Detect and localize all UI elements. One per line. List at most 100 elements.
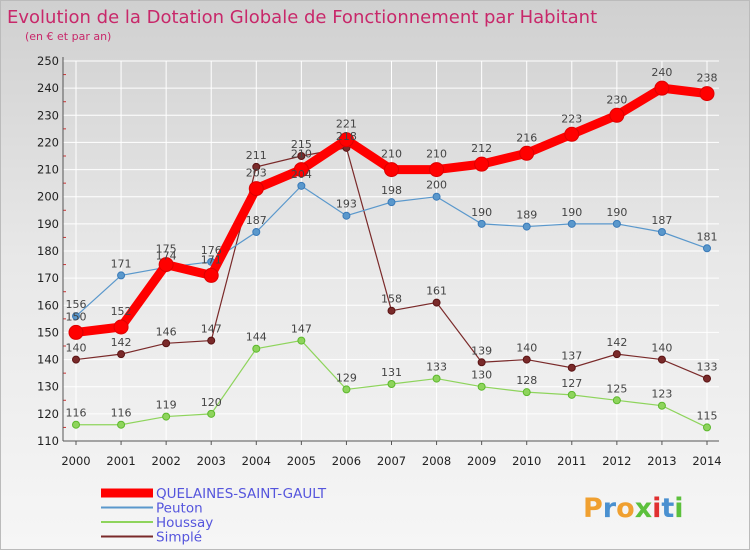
data-label: 190 — [561, 206, 582, 219]
data-point — [72, 312, 80, 321]
data-label: 198 — [381, 184, 402, 197]
legend-label: QUELAINES-SAINT-GAULT — [156, 486, 327, 502]
data-point — [72, 420, 80, 429]
data-label: 150 — [66, 310, 87, 323]
data-point — [567, 219, 576, 228]
data-label: 140 — [516, 342, 537, 355]
data-point — [703, 244, 711, 253]
data-label: 133 — [426, 361, 447, 374]
data-point — [252, 344, 261, 353]
grid — [63, 60, 719, 442]
data-label: 133 — [697, 361, 718, 374]
data-point — [567, 390, 576, 399]
data-label: 193 — [336, 198, 357, 211]
data-label: 142 — [111, 336, 132, 349]
data-point — [113, 319, 129, 335]
data-label: 171 — [111, 257, 132, 270]
data-label: 221 — [336, 118, 357, 131]
data-point — [699, 86, 715, 102]
legend-label: Simplé — [156, 530, 202, 546]
data-point — [384, 162, 399, 178]
data-label: 137 — [561, 350, 582, 363]
data-label: 203 — [246, 167, 267, 180]
data-point — [117, 271, 126, 280]
data-point — [477, 358, 486, 367]
data-label: 211 — [246, 149, 267, 162]
data-label: 158 — [381, 293, 402, 306]
data-label: 127 — [561, 377, 582, 390]
data-label: 131 — [381, 366, 402, 379]
logo-letter: t — [661, 493, 674, 524]
y-tick-label: 250 — [37, 54, 59, 68]
data-point — [342, 211, 351, 220]
series-layer — [68, 80, 715, 432]
data-point — [612, 350, 621, 359]
data-point — [72, 355, 80, 364]
data-label: 187 — [246, 214, 267, 227]
data-label: 212 — [471, 142, 492, 155]
data-point — [68, 324, 84, 340]
data-label: 147 — [291, 323, 312, 336]
series-simpl- — [72, 143, 711, 383]
data-point — [429, 162, 445, 178]
chart-title: Evolution de la Dotation Globale de Fonc… — [7, 7, 597, 28]
logo-letter: o — [616, 493, 635, 524]
x-tick-label: 2002 — [152, 454, 181, 468]
data-label: 129 — [336, 371, 357, 384]
data-label: 210 — [381, 148, 402, 161]
data-label: 140 — [651, 342, 672, 355]
y-tick-label: 230 — [37, 108, 59, 122]
data-label: 176 — [201, 244, 222, 257]
y-tick-label: 160 — [37, 298, 59, 312]
data-label: 223 — [561, 112, 582, 125]
data-point — [703, 423, 711, 432]
data-label: 240 — [651, 66, 672, 79]
x-tick-label: 2001 — [106, 454, 135, 468]
data-label: 218 — [336, 130, 357, 143]
data-point — [207, 336, 216, 345]
data-point — [612, 219, 621, 228]
data-point — [654, 80, 670, 96]
data-point — [207, 409, 216, 418]
x-tick-label: 2008 — [422, 454, 451, 468]
data-point — [522, 222, 531, 231]
data-label: 115 — [697, 409, 718, 422]
data-point — [612, 396, 621, 405]
data-label: 125 — [606, 382, 627, 395]
data-point — [297, 152, 306, 160]
data-label: 189 — [516, 209, 537, 222]
data-label: 187 — [651, 214, 672, 227]
data-point — [387, 380, 396, 388]
data-label: 190 — [606, 206, 627, 219]
data-point — [564, 126, 580, 142]
y-tick-label: 190 — [37, 217, 59, 231]
data-point — [522, 388, 531, 397]
data-point — [117, 350, 126, 359]
data-label: 215 — [291, 138, 312, 151]
data-label: 210 — [426, 148, 447, 161]
data-label: 181 — [697, 230, 718, 243]
x-tick-label: 2014 — [692, 454, 721, 468]
data-point — [703, 374, 711, 383]
x-tick-label: 2009 — [467, 454, 496, 468]
x-tick-label: 2013 — [647, 454, 676, 468]
data-point — [477, 219, 486, 228]
data-point — [293, 162, 309, 178]
data-point — [519, 145, 535, 161]
data-point — [432, 298, 441, 307]
data-label: 200 — [426, 179, 447, 192]
legend-label: Peuton — [156, 501, 203, 517]
data-label: 142 — [606, 336, 627, 349]
series-houssay — [72, 336, 711, 432]
data-point — [162, 412, 171, 421]
data-label: 128 — [516, 374, 537, 387]
data-label: 174 — [156, 249, 177, 262]
data-point — [657, 401, 666, 410]
logo-letter: x — [635, 493, 652, 524]
data-label: 175 — [156, 243, 177, 256]
data-label: 116 — [111, 407, 132, 420]
data-point — [522, 355, 531, 364]
logo-letter: i — [674, 493, 683, 524]
data-point — [477, 382, 486, 391]
series-peuton — [72, 181, 711, 321]
